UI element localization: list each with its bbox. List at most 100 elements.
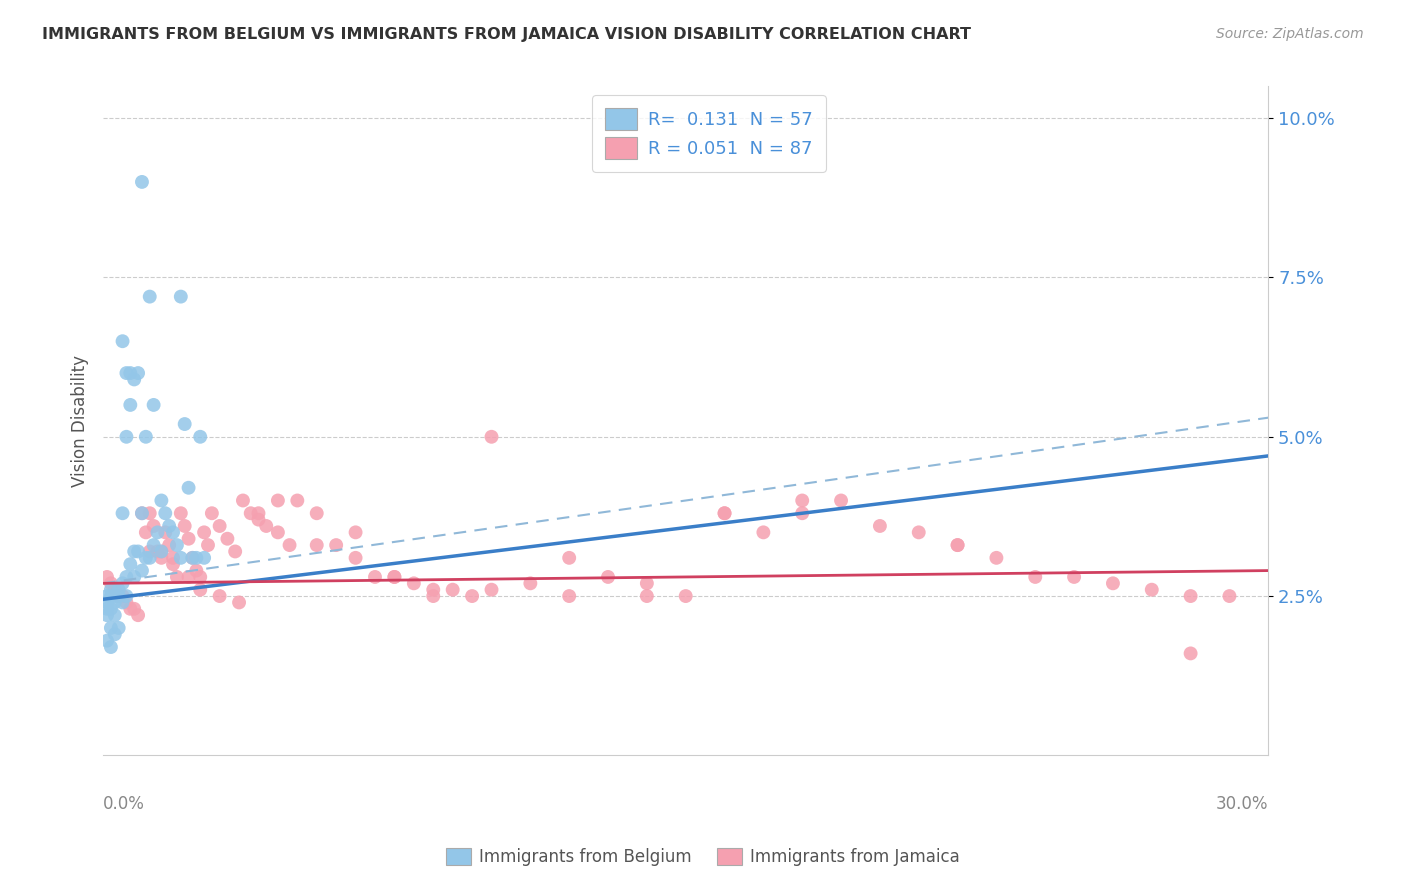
- Point: [325, 538, 347, 552]
- Point: [946, 538, 969, 552]
- Point: [792, 493, 814, 508]
- Point: [150, 544, 173, 558]
- Point: [364, 570, 387, 584]
- Point: [1180, 647, 1202, 661]
- Point: [188, 430, 211, 444]
- Point: [558, 589, 581, 603]
- Point: [127, 366, 149, 380]
- Point: [162, 558, 184, 572]
- Point: [675, 589, 697, 603]
- Point: [636, 576, 658, 591]
- Point: [120, 398, 142, 412]
- Point: [636, 589, 658, 603]
- Point: [986, 550, 1008, 565]
- Point: [278, 538, 301, 552]
- Point: [100, 576, 122, 591]
- Point: [104, 627, 127, 641]
- Point: [96, 570, 118, 584]
- Point: [402, 576, 425, 591]
- Point: [100, 582, 122, 597]
- Point: [107, 582, 129, 597]
- Point: [111, 595, 134, 609]
- Point: [111, 506, 134, 520]
- Point: [181, 550, 204, 565]
- Point: [170, 290, 193, 304]
- Y-axis label: Vision Disability: Vision Disability: [72, 355, 89, 487]
- Point: [267, 493, 290, 508]
- Point: [122, 544, 145, 558]
- Point: [166, 570, 188, 584]
- Point: [166, 538, 188, 552]
- Point: [155, 525, 177, 540]
- Point: [946, 538, 969, 552]
- Point: [115, 570, 138, 584]
- Point: [177, 481, 200, 495]
- Point: [100, 589, 122, 603]
- Legend: R=  0.131  N = 57, R = 0.051  N = 87: R= 0.131 N = 57, R = 0.051 N = 87: [592, 95, 825, 172]
- Point: [162, 525, 184, 540]
- Point: [1218, 589, 1240, 603]
- Point: [558, 550, 581, 565]
- Point: [96, 633, 118, 648]
- Point: [115, 595, 138, 609]
- Point: [1102, 576, 1125, 591]
- Point: [150, 493, 173, 508]
- Point: [170, 550, 193, 565]
- Legend: Immigrants from Belgium, Immigrants from Jamaica: Immigrants from Belgium, Immigrants from…: [437, 840, 969, 875]
- Point: [104, 589, 127, 603]
- Point: [907, 525, 929, 540]
- Point: [232, 493, 254, 508]
- Point: [422, 589, 444, 603]
- Point: [1024, 570, 1046, 584]
- Point: [208, 519, 231, 533]
- Point: [713, 506, 735, 520]
- Point: [104, 595, 127, 609]
- Point: [188, 582, 211, 597]
- Point: [869, 519, 891, 533]
- Point: [107, 589, 129, 603]
- Point: [111, 589, 134, 603]
- Point: [138, 544, 160, 558]
- Text: Source: ZipAtlas.com: Source: ZipAtlas.com: [1216, 27, 1364, 41]
- Point: [201, 506, 224, 520]
- Point: [135, 550, 157, 565]
- Point: [107, 589, 129, 603]
- Point: [188, 570, 211, 584]
- Point: [127, 608, 149, 623]
- Point: [120, 366, 142, 380]
- Point: [146, 525, 169, 540]
- Point: [107, 621, 129, 635]
- Point: [96, 589, 118, 603]
- Point: [135, 430, 157, 444]
- Point: [104, 608, 127, 623]
- Point: [96, 608, 118, 623]
- Point: [181, 550, 204, 565]
- Point: [519, 576, 541, 591]
- Point: [142, 519, 165, 533]
- Point: [157, 519, 180, 533]
- Point: [120, 602, 142, 616]
- Point: [100, 602, 122, 616]
- Point: [138, 506, 160, 520]
- Point: [481, 430, 503, 444]
- Point: [120, 558, 142, 572]
- Point: [186, 550, 208, 565]
- Point: [115, 589, 138, 603]
- Point: [115, 366, 138, 380]
- Text: 30.0%: 30.0%: [1216, 796, 1268, 814]
- Point: [239, 506, 262, 520]
- Point: [138, 290, 160, 304]
- Point: [752, 525, 775, 540]
- Point: [131, 175, 153, 189]
- Point: [224, 544, 246, 558]
- Point: [267, 525, 290, 540]
- Point: [142, 398, 165, 412]
- Point: [155, 506, 177, 520]
- Point: [208, 589, 231, 603]
- Point: [96, 595, 118, 609]
- Point: [228, 595, 250, 609]
- Point: [173, 417, 195, 431]
- Point: [100, 640, 122, 654]
- Point: [830, 493, 852, 508]
- Point: [596, 570, 619, 584]
